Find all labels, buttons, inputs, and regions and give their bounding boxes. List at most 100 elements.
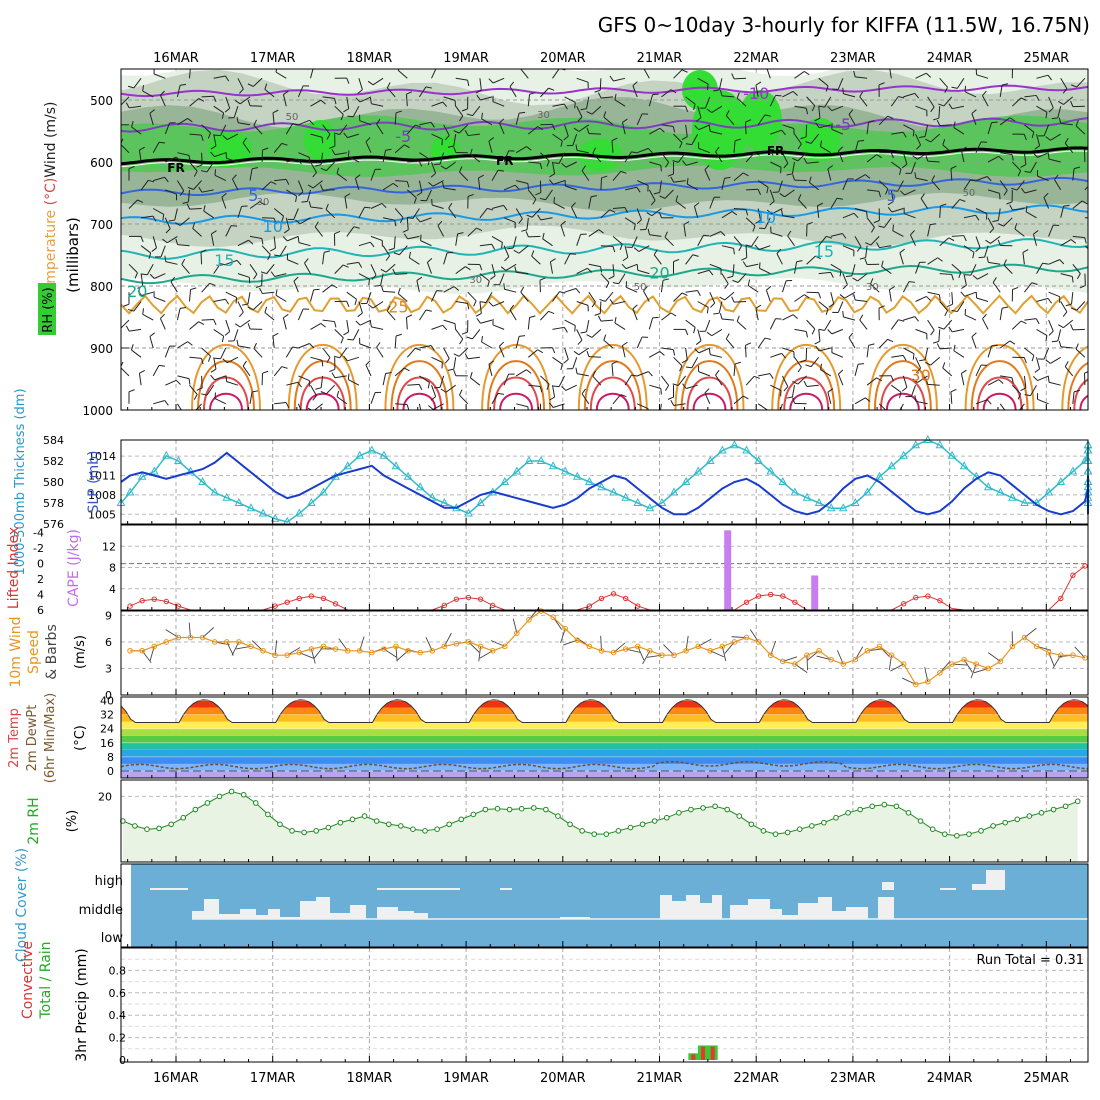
wind-barb-staff xyxy=(581,170,590,181)
wind-barb-staff xyxy=(599,78,602,91)
wind-barb-staff xyxy=(621,122,626,135)
wind-barb-staff xyxy=(553,180,565,185)
wind-barb-flag xyxy=(418,160,423,167)
rh-point xyxy=(772,831,779,837)
wind-barb-flag xyxy=(859,314,864,321)
wind-barb-flag xyxy=(343,331,349,336)
wind-barb-staff xyxy=(159,318,166,330)
wind-barb-flag xyxy=(353,226,360,229)
wind-barb-flag xyxy=(925,155,929,162)
wind-barb-flag xyxy=(865,397,871,402)
wind-barb-flag xyxy=(614,93,617,100)
wind-barb-staff xyxy=(837,301,844,313)
wind-barb-staff xyxy=(298,343,310,349)
thickness-point xyxy=(778,476,788,485)
wind-barb-flag xyxy=(804,71,810,76)
wind-barb-flag xyxy=(650,200,656,206)
wind-barb-staff xyxy=(976,297,989,302)
wind-barb-staff xyxy=(352,329,360,341)
wind-barb-staff xyxy=(867,189,880,192)
wind-barb-staff xyxy=(927,96,935,108)
wind-barb-staff xyxy=(581,393,590,405)
wind-speed-point xyxy=(308,646,315,652)
wind-barb-staff xyxy=(930,356,941,366)
wind-barb-flag xyxy=(890,375,894,382)
cloud-level-label-low: low xyxy=(101,931,124,946)
wind-barb-staff xyxy=(1037,152,1049,158)
wind-barb-staff xyxy=(233,329,239,341)
wind-barb-flag xyxy=(920,193,925,199)
wind-barb-staff xyxy=(624,374,632,386)
wind-barb-staff xyxy=(794,71,805,79)
wind-barb-staff xyxy=(170,281,178,293)
thickness-point xyxy=(814,497,824,506)
wind-barb-staff xyxy=(334,264,344,274)
wind-barb-flag xyxy=(1084,147,1088,151)
wind-barb-staff xyxy=(755,85,759,97)
li-point xyxy=(743,599,750,605)
wind-barb-flag xyxy=(975,247,981,253)
wind-barb-flag xyxy=(440,388,447,393)
wind-barb-flag xyxy=(715,146,720,153)
wind-barb-flag xyxy=(870,278,874,285)
wind-barb-flag xyxy=(919,136,926,138)
wind-barb-staff xyxy=(310,99,322,107)
rh-point xyxy=(760,828,767,834)
wind-barb-flag xyxy=(683,221,690,225)
cloud-block xyxy=(770,909,782,919)
isotherm-label: 10 xyxy=(756,208,776,227)
wind-barb-staff xyxy=(153,400,165,405)
wind-barb-flag xyxy=(667,173,674,177)
wind-barb-staff xyxy=(383,290,396,293)
wind-barb-flag xyxy=(1047,376,1050,383)
wind-barb-flag xyxy=(808,176,812,183)
wind-barb-flag xyxy=(196,164,203,168)
wind-barb-staff xyxy=(176,85,181,98)
wind-barb-staff xyxy=(531,208,541,218)
wind-barb-flag xyxy=(1031,132,1035,139)
wind-barb-staff xyxy=(648,317,654,330)
wind-barb-staff xyxy=(253,124,263,135)
wind-barb-staff xyxy=(1057,329,1062,342)
wind-barb-flag xyxy=(395,110,402,114)
wind-barb-flag xyxy=(757,189,762,195)
wind-barb-flag xyxy=(986,176,992,182)
wind-barb-flag xyxy=(503,283,506,290)
rh-point xyxy=(736,813,743,819)
wind-barb-staff xyxy=(320,375,324,388)
wind-barb-flag xyxy=(465,266,471,271)
wind-barb-staff xyxy=(570,206,578,219)
wind-barb-flag xyxy=(1063,204,1070,207)
wind-barb-flag xyxy=(878,191,881,198)
wind-speed-point xyxy=(1070,652,1076,659)
wind-barb-staff xyxy=(685,319,696,328)
wind-barb-staff xyxy=(261,181,272,191)
wind-barb-staff xyxy=(515,208,523,220)
wind-barb-flag xyxy=(887,201,894,206)
wind-speed-point xyxy=(320,643,327,650)
wind-barb-staff xyxy=(891,354,904,358)
wind-barb-flag xyxy=(417,416,422,419)
wind-barb-staff xyxy=(382,150,387,163)
rh-moist-patch xyxy=(304,120,336,160)
wind-speed-point xyxy=(586,643,593,650)
wind-barb-staff xyxy=(781,152,789,164)
wind-barb-flag xyxy=(121,361,124,368)
wind-barb-staff xyxy=(1037,398,1049,405)
wind-barb-flag xyxy=(1020,97,1027,101)
thickness-point xyxy=(838,503,848,512)
wind-barb-flag xyxy=(803,380,808,387)
wind-barb-staff xyxy=(200,252,203,265)
wind-barb-flag xyxy=(603,334,607,341)
thickness-point xyxy=(621,492,630,501)
wind-barb-staff xyxy=(370,235,383,241)
wind-barb-staff xyxy=(201,318,214,321)
cloud-block xyxy=(660,895,672,919)
li-point xyxy=(1070,572,1076,578)
wind-barb-flag xyxy=(160,90,165,96)
wind-barb-staff xyxy=(806,96,816,107)
wind-barb-staff xyxy=(405,317,408,330)
wind-barb-staff xyxy=(675,200,686,209)
wind-barb-flag xyxy=(919,359,926,362)
wind-speed-point xyxy=(1009,643,1016,650)
